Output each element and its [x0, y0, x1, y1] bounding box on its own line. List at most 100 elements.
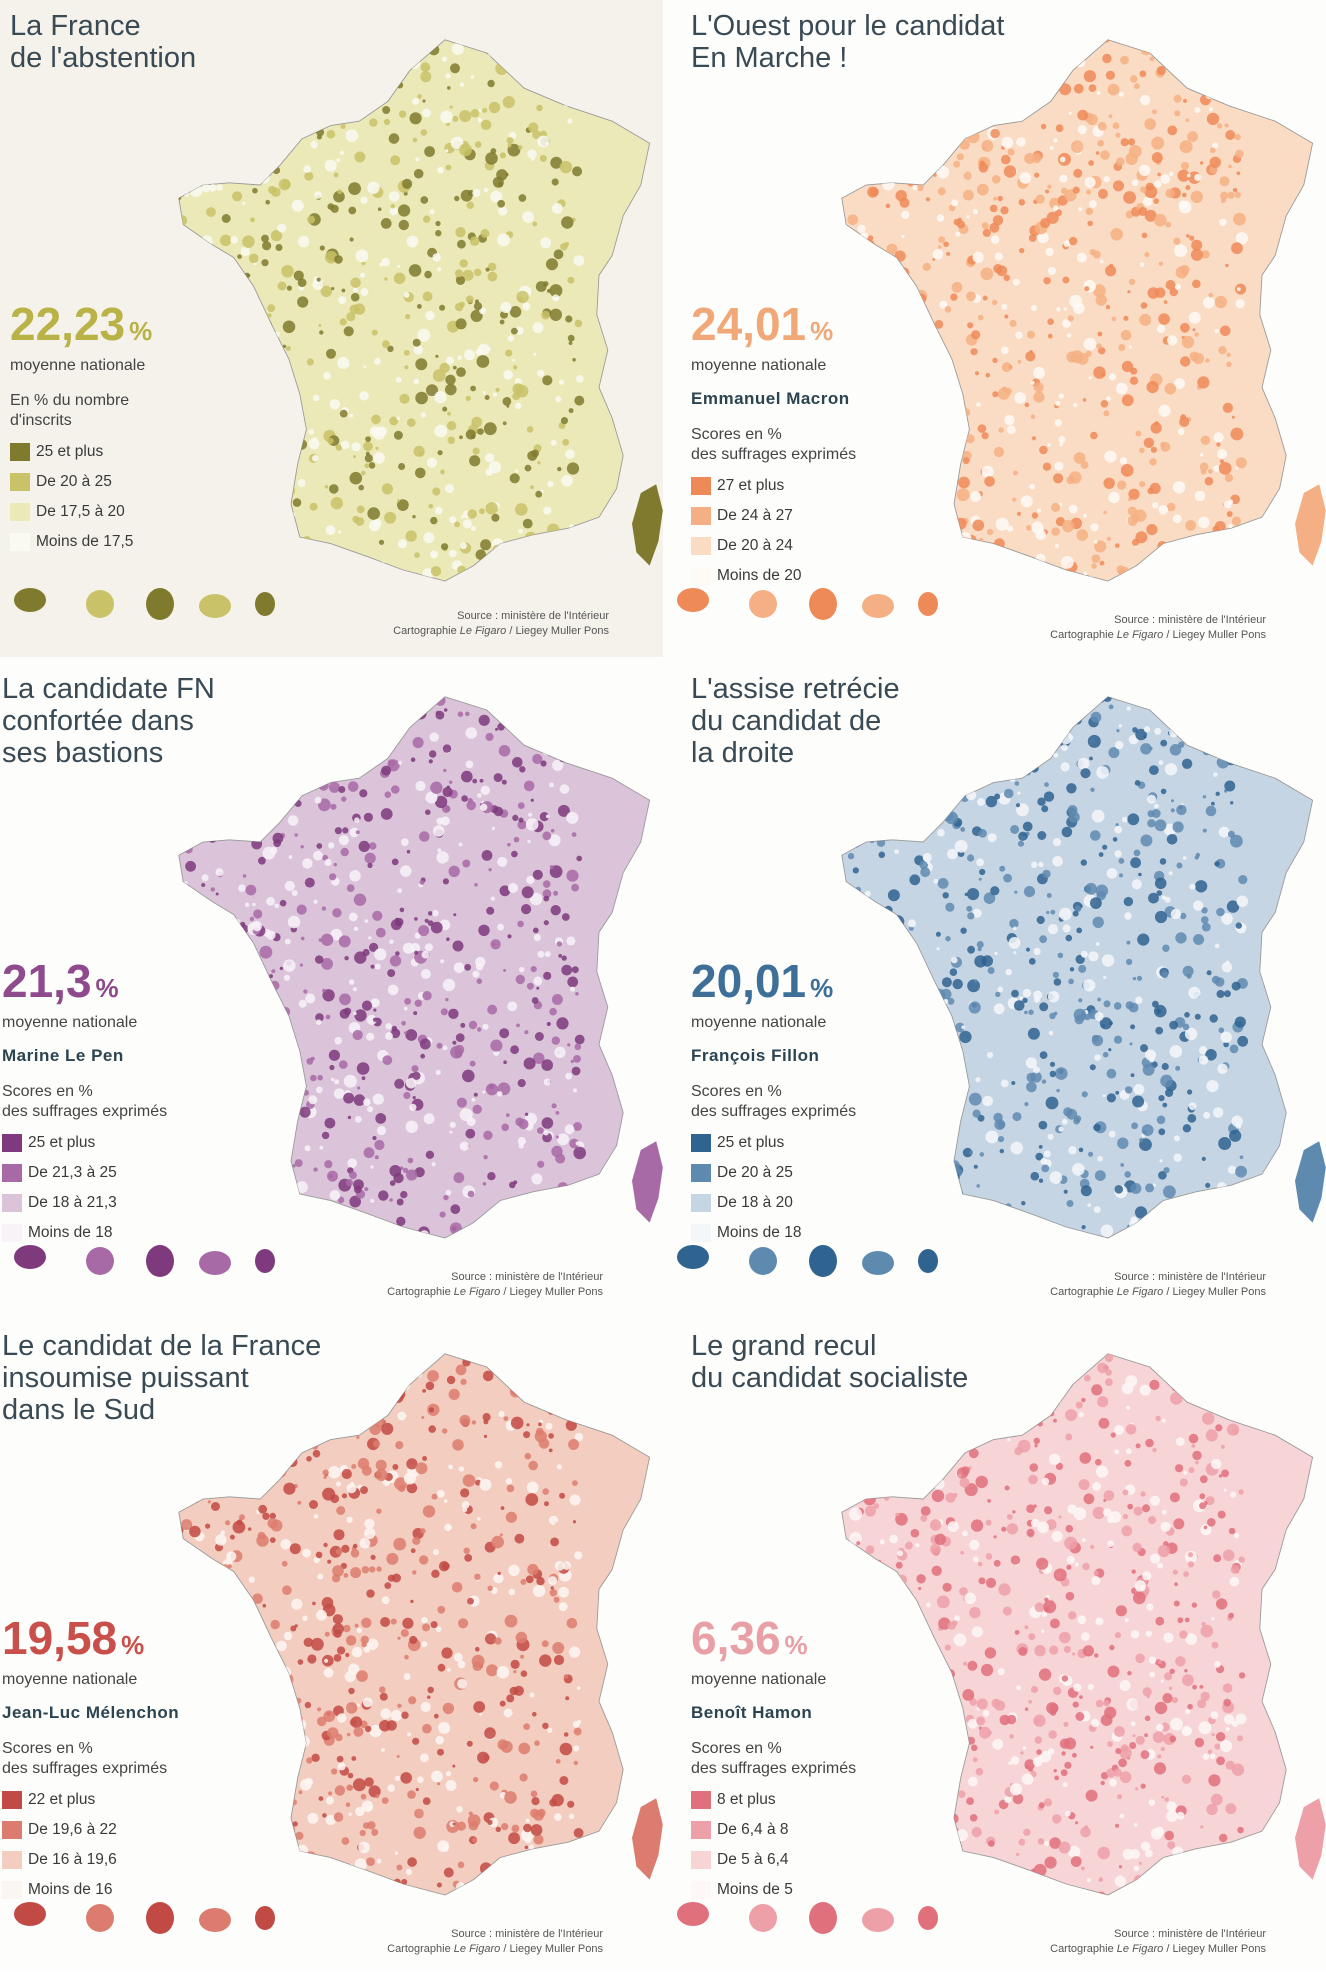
- legend-label: De 20 à 25: [36, 473, 112, 490]
- legend-swatch: [2, 1164, 22, 1182]
- legend-swatch: [2, 1881, 22, 1899]
- credit-prefix: Cartographie: [1050, 629, 1114, 641]
- average-label: moyenne nationale: [2, 1014, 138, 1031]
- legend-label: Moins de 18: [28, 1224, 113, 1241]
- panel-title: L'assise retrécie du candidat de la droi…: [691, 673, 900, 769]
- france-map-melenchon: [14, 1353, 663, 1934]
- map-panel-melenchon: Le candidat de la France insoumise puiss…: [0, 1314, 663, 1971]
- legend-item: 22 et plus: [2, 1791, 222, 1809]
- panel-title: La France de l'abstention: [10, 10, 197, 74]
- overseas-territory-shape: [14, 588, 46, 612]
- overseas-territory-shape: [677, 1902, 709, 1926]
- legend-item: De 18 à 21,3: [2, 1194, 222, 1212]
- legend-swatch: [10, 503, 30, 521]
- overseas-territory-shape: [199, 594, 231, 618]
- legend-label: Moins de 18: [717, 1224, 802, 1241]
- average-label: moyenne nationale: [2, 1671, 138, 1688]
- legend-label: De 20 à 24: [717, 537, 793, 554]
- legend-label: De 24 à 27: [717, 507, 793, 524]
- legend-swatch: [10, 443, 30, 461]
- overseas-territory-shape: [146, 1245, 174, 1277]
- legend-label: 27 et plus: [717, 477, 785, 494]
- legend-label: De 5 à 6,4: [717, 1851, 789, 1868]
- credit-paper: Le Figaro: [1116, 629, 1164, 641]
- france-outline: [841, 1353, 1314, 1896]
- legend-swatch: [2, 1821, 22, 1839]
- percent-sign: %: [129, 316, 153, 346]
- overseas-territory-shape: [677, 1245, 709, 1269]
- overseas-territory-shape: [862, 1251, 894, 1275]
- legend-rows: 25 et plus De 20 à 25 De 18 à 20 Moins de 1…: [691, 1134, 911, 1242]
- legend-swatch: [691, 1851, 711, 1869]
- legend-item: De 17,5 à 20: [10, 503, 230, 521]
- panel-title: Le grand recul du candidat socialiste: [691, 1330, 969, 1394]
- national-average-value: 20,01: [691, 955, 807, 1007]
- candidate-name: Benoît Hamon: [691, 1703, 813, 1722]
- map-legend: 6,36% moyenne nationale Benoît Hamon Sco…: [691, 1614, 911, 1899]
- legend-label: 22 et plus: [28, 1791, 96, 1808]
- map-legend: 21,3% moyenne nationale Marine Le Pen Sc…: [2, 957, 222, 1242]
- map-panel-hamon: Le grand recul du candidat socialiste 6,…: [663, 1314, 1326, 1971]
- legend-swatch: [2, 1224, 22, 1242]
- legend-item: Moins de 5: [691, 1881, 911, 1899]
- unit-label: Scores en % des suffrages exprimés: [691, 1740, 857, 1777]
- overseas-territory-shape: [86, 1904, 114, 1932]
- legend-label: De 6,4 à 8: [717, 1821, 789, 1838]
- legend-swatch: [10, 473, 30, 491]
- legend-swatch: [691, 1194, 711, 1212]
- source-line: Source : ministère de l'Intérieur: [1114, 614, 1266, 626]
- unit-label: Scores en % des suffrages exprimés: [2, 1740, 168, 1777]
- map-panel-fillon: L'assise retrécie du candidat de la droi…: [663, 657, 1326, 1314]
- source-line: Source : ministère de l'Intérieur: [1114, 1928, 1266, 1940]
- credit-suffix: / Liegey Muller Pons: [1166, 629, 1266, 641]
- credit-line: Cartographie Le Figaro / Liegey Muller P…: [387, 1285, 603, 1300]
- legend-label: Moins de 16: [28, 1881, 113, 1898]
- legend-swatch: [691, 1791, 711, 1809]
- average-label: moyenne nationale: [691, 1671, 827, 1688]
- legend-rows: 25 et plus De 20 à 25 De 17,5 à 20 Moins de…: [10, 443, 230, 551]
- credit-line: Cartographie Le Figaro / Liegey Muller P…: [393, 624, 609, 639]
- overseas-territory-shape: [199, 1251, 231, 1275]
- credit-prefix: Cartographie: [1050, 1286, 1114, 1298]
- overseas-territory-shape: [918, 1906, 938, 1930]
- legend-label: 25 et plus: [28, 1134, 96, 1151]
- france-map-abstention: [14, 39, 663, 620]
- map-panel-macron: L'Ouest pour le candidat En Marche ! 24,…: [663, 0, 1326, 657]
- france-outline: [178, 39, 651, 582]
- credit-suffix: / Liegey Muller Pons: [1166, 1286, 1266, 1298]
- legend-item: Moins de 16: [2, 1881, 222, 1899]
- credit-line: Cartographie Le Figaro / Liegey Muller P…: [1050, 1942, 1266, 1957]
- legend-item: De 5 à 6,4: [691, 1851, 911, 1869]
- overseas-territory-shape: [749, 1247, 777, 1275]
- legend-item: De 18 à 20: [691, 1194, 911, 1212]
- legend-swatch: [691, 1821, 711, 1839]
- legend-label: De 16 à 19,6: [28, 1851, 117, 1868]
- legend-label: De 21,3 à 25: [28, 1164, 117, 1181]
- map-legend: 22,23% moyenne nationale En % du nombre …: [10, 300, 230, 551]
- legend-label: De 18 à 20: [717, 1194, 793, 1211]
- overseas-territory-shape: [862, 594, 894, 618]
- corsica-shape: [1295, 484, 1326, 566]
- overseas-territory-shape: [862, 1908, 894, 1932]
- credit-prefix: Cartographie: [393, 625, 457, 637]
- candidate-name: François Fillon: [691, 1046, 820, 1065]
- france-map-fillon: [677, 696, 1326, 1277]
- national-average-value: 6,36: [691, 1612, 781, 1664]
- percent-sign: %: [121, 1630, 145, 1660]
- legend-swatch: [691, 477, 711, 495]
- legend-item: 25 et plus: [10, 443, 230, 461]
- legend-item: Moins de 18: [691, 1224, 911, 1242]
- corsica-shape: [632, 1141, 663, 1223]
- credit-suffix: / Liegey Muller Pons: [509, 625, 609, 637]
- legend-item: De 24 à 27: [691, 507, 911, 525]
- legend-swatch: [691, 1164, 711, 1182]
- france-map-macron: [677, 39, 1326, 620]
- legend-item: De 16 à 19,6: [2, 1851, 222, 1869]
- corsica-shape: [1295, 1141, 1326, 1223]
- legend-swatch: [2, 1851, 22, 1869]
- percent-sign: %: [95, 973, 119, 1003]
- percent-sign: %: [810, 316, 834, 346]
- legend-swatch: [691, 1134, 711, 1152]
- national-average-value: 24,01: [691, 298, 807, 350]
- credit-suffix: / Liegey Muller Pons: [1166, 1943, 1266, 1955]
